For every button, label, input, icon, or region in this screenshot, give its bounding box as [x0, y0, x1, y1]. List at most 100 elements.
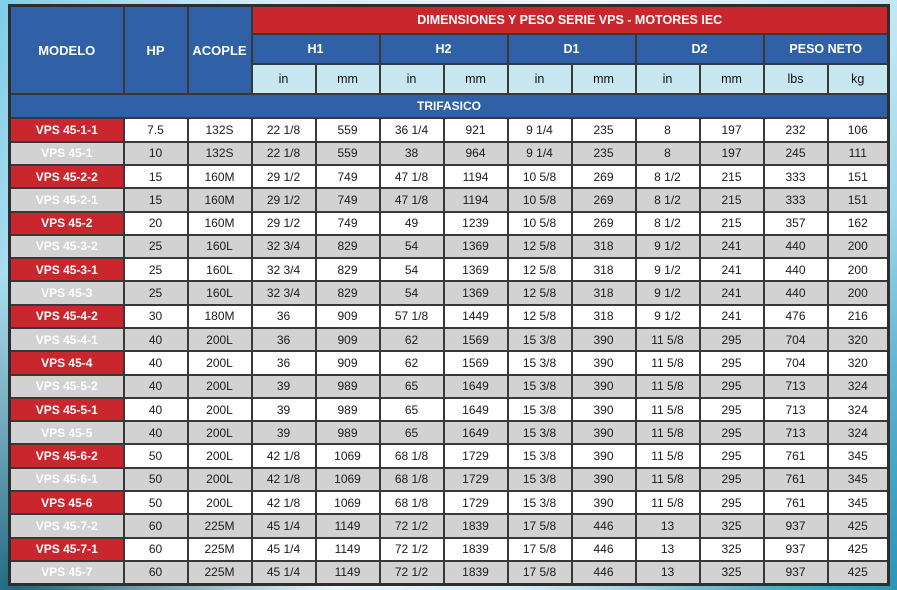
value-cell: 15 3/8	[506, 350, 573, 376]
value-cell: 215	[698, 210, 765, 236]
table-row: VPS 45-2-2 15 160M 29 1/2 749 47 1/8 1194 10 5/…	[8, 163, 890, 190]
value-cell: 829	[314, 257, 381, 283]
value-cell: 15 3/8	[506, 396, 573, 423]
value-cell: 47 1/8	[378, 163, 445, 190]
value-cell: 325	[698, 513, 765, 539]
model-cell: VPS 45-5	[8, 420, 125, 446]
group-header-peso-neto: PESO NETO	[762, 33, 890, 65]
value-cell: 13	[634, 536, 701, 562]
value-cell: 13	[634, 559, 701, 586]
value-cell: 1649	[442, 420, 509, 446]
value-cell: 54	[378, 233, 445, 260]
value-cell: 761	[762, 490, 829, 516]
value-cell: 9 1/4	[506, 140, 573, 166]
value-cell: 1194	[442, 163, 509, 190]
value-cell: 30	[122, 303, 189, 329]
value-cell: 390	[570, 443, 637, 469]
value-cell: 1069	[314, 443, 381, 469]
table-row: VPS 45-2-1 15 160M 29 1/2 749 47 1/8 1194 10 5/…	[8, 187, 890, 213]
value-cell: 1369	[442, 233, 509, 260]
value-cell: 1149	[314, 559, 381, 586]
value-cell: 1239	[442, 210, 509, 236]
value-cell: 40	[122, 420, 189, 446]
unit-header-h1-mm: mm	[314, 63, 381, 95]
unit-header-d2-mm: mm	[698, 63, 765, 95]
value-cell: 1149	[314, 536, 381, 562]
unit-header-lbs: lbs	[762, 63, 829, 95]
value-cell: 440	[762, 280, 829, 306]
value-cell: 36	[250, 326, 317, 353]
value-cell: 241	[698, 303, 765, 329]
value-cell: 200L	[186, 396, 253, 423]
value-cell: 921	[442, 117, 509, 143]
model-cell: VPS 45-6-1	[8, 466, 125, 493]
value-cell: 197	[698, 140, 765, 166]
model-cell: VPS 45-3-2	[8, 233, 125, 260]
table-row: VPS 45-5-2 40 200L 39 989 65 1649 15 3/8 390 11 5…	[8, 373, 890, 399]
value-cell: 40	[122, 373, 189, 399]
value-cell: 15 3/8	[506, 466, 573, 493]
value-cell: 829	[314, 233, 381, 260]
model-cell: VPS 45-6-2	[8, 443, 125, 469]
value-cell: 964	[442, 140, 509, 166]
value-cell: 17 5/8	[506, 513, 573, 539]
value-cell: 12 5/8	[506, 303, 573, 329]
value-cell: 38	[378, 140, 445, 166]
value-cell: 11 5/8	[634, 350, 701, 376]
value-cell: 72 1/2	[378, 536, 445, 562]
value-cell: 12 5/8	[506, 257, 573, 283]
value-cell: 54	[378, 257, 445, 283]
unit-header-h2-in: in	[378, 63, 445, 95]
value-cell: 32 3/4	[250, 233, 317, 260]
value-cell: 425	[826, 513, 890, 539]
model-cell: VPS 45-1-1	[8, 117, 125, 143]
value-cell: 446	[570, 559, 637, 586]
value-cell: 269	[570, 163, 637, 190]
value-cell: 62	[378, 326, 445, 353]
value-cell: 390	[570, 326, 637, 353]
value-cell: 39	[250, 420, 317, 446]
value-cell: 15 3/8	[506, 443, 573, 469]
value-cell: 22 1/8	[250, 117, 317, 143]
value-cell: 235	[570, 140, 637, 166]
value-cell: 15 3/8	[506, 373, 573, 399]
model-cell: VPS 45-5-1	[8, 396, 125, 423]
value-cell: 36 1/4	[378, 117, 445, 143]
value-cell: 10 5/8	[506, 187, 573, 213]
value-cell: 20	[122, 210, 189, 236]
value-cell: 295	[698, 420, 765, 446]
value-cell: 345	[826, 466, 890, 493]
value-cell: 345	[826, 490, 890, 516]
value-cell: 197	[698, 117, 765, 143]
value-cell: 713	[762, 396, 829, 423]
value-cell: 200L	[186, 350, 253, 376]
value-cell: 269	[570, 210, 637, 236]
value-cell: 47 1/8	[378, 187, 445, 213]
table-row: VPS 45-5 40 200L 39 989 65 1649 15 3/8 390 11 5/8…	[8, 420, 890, 446]
value-cell: 65	[378, 373, 445, 399]
table-header: MODELO HP ACOPLE DIMENSIONES Y PESO SERI…	[8, 4, 890, 95]
value-cell: 180M	[186, 303, 253, 329]
value-cell: 425	[826, 536, 890, 562]
value-cell: 318	[570, 303, 637, 329]
value-cell: 320	[826, 350, 890, 376]
value-cell: 241	[698, 280, 765, 306]
value-cell: 1569	[442, 350, 509, 376]
value-cell: 295	[698, 466, 765, 493]
value-cell: 36	[250, 350, 317, 376]
value-cell: 200L	[186, 420, 253, 446]
value-cell: 559	[314, 140, 381, 166]
value-cell: 318	[570, 280, 637, 306]
value-cell: 50	[122, 443, 189, 469]
value-cell: 713	[762, 373, 829, 399]
table-row: VPS 45-4-2 30 180M 36 909 57 1/8 1449 12 5/8 318…	[8, 303, 890, 329]
value-cell: 295	[698, 326, 765, 353]
value-cell: 11 5/8	[634, 466, 701, 493]
value-cell: 215	[698, 163, 765, 190]
value-cell: 241	[698, 233, 765, 260]
group-header-d1: D1	[506, 33, 637, 65]
table-title-banner: DIMENSIONES Y PESO SERIE VPS - MOTORES I…	[250, 4, 890, 35]
value-cell: 232	[762, 117, 829, 143]
value-cell: 60	[122, 513, 189, 539]
value-cell: 1839	[442, 559, 509, 586]
